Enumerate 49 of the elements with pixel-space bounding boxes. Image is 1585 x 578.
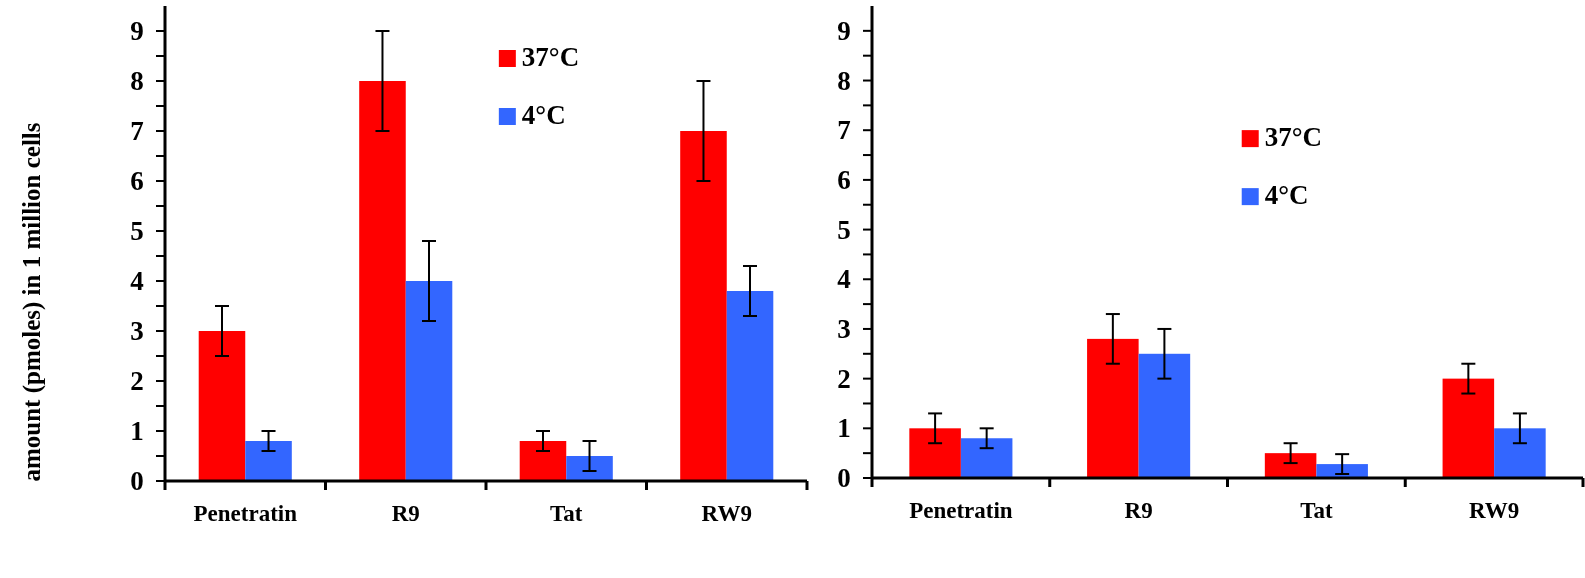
bar [1442,378,1495,478]
y-tick-label: 9 [837,15,851,46]
y-tick-label: 2 [837,363,851,394]
x-tick-label: R9 [1124,498,1153,523]
bar [1316,464,1368,478]
y-tick-label: 7 [837,115,851,146]
bar [680,131,727,481]
bar [726,291,774,481]
legend-label: 4°C [521,100,566,131]
x-tick-label: Tat [1300,498,1333,523]
y-tick-label: 6 [130,166,144,196]
y-tick-label: 3 [130,316,144,346]
bar [909,428,961,478]
y-axis-title: amount (pmoles) in 1 million cells [18,122,46,482]
y-tick-label: 1 [837,413,851,444]
y-tick-label: 7 [130,116,144,146]
x-tick-label: R9 [391,501,420,526]
legend-label: 37°C [521,42,580,73]
legend-label: 4°C [1264,180,1309,211]
y-tick-label: 5 [130,216,144,246]
bar [1138,353,1191,478]
y-tick-label: 8 [130,66,144,96]
bar [198,331,246,481]
y-tick-label: 3 [837,313,851,344]
bar [1494,428,1546,478]
bar [960,438,1013,478]
x-tick-label: Tat [550,501,583,526]
bar [359,81,406,481]
bar [566,456,613,481]
legend-label: 37°C [1264,122,1323,153]
y-tick-label: 9 [130,16,144,46]
x-tick-label: Penetratin [909,498,1013,523]
bar [1087,338,1139,478]
x-tick-label: RW9 [701,501,752,526]
y-tick-label: 8 [837,65,851,96]
y-tick-label: 6 [837,164,851,195]
bar [245,441,292,481]
y-tick-label: 0 [130,466,144,496]
bar [519,441,567,481]
y-tick-label: 2 [130,366,144,396]
y-tick-label: 5 [837,214,851,245]
y-tick-label: 1 [130,416,144,446]
y-tick-label: 4 [130,266,144,296]
x-tick-label: Penetratin [193,501,298,526]
bar [405,281,453,481]
bar [1264,453,1317,478]
x-tick-label: RW9 [1468,498,1520,523]
y-tick-label: 0 [837,463,851,493]
y-tick-label: 4 [837,264,851,295]
